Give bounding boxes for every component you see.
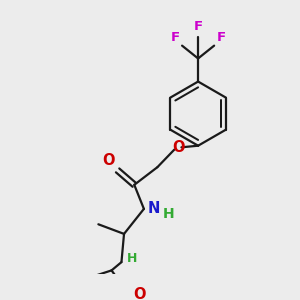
Text: F: F	[217, 32, 226, 44]
Text: F: F	[170, 32, 179, 44]
Text: H: H	[163, 207, 174, 221]
Text: F: F	[194, 20, 203, 34]
Text: O: O	[102, 154, 114, 169]
Text: O: O	[172, 140, 184, 155]
Text: N: N	[148, 201, 160, 216]
Text: H: H	[127, 252, 138, 265]
Text: O: O	[133, 287, 146, 300]
